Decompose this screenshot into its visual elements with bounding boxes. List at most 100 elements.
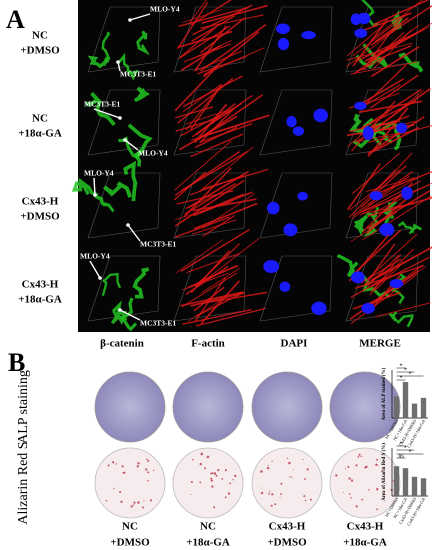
cell-stain xyxy=(398,52,424,73)
arrow-head xyxy=(98,276,102,280)
cell-stain xyxy=(397,221,422,235)
nodule xyxy=(358,453,361,456)
nodule xyxy=(335,474,338,477)
nucleus xyxy=(369,191,383,201)
row-label: +DMSO xyxy=(20,211,60,223)
nodule xyxy=(147,471,150,474)
nodule xyxy=(347,466,350,469)
nodule xyxy=(360,455,362,458)
nodule xyxy=(119,490,122,494)
nodule xyxy=(137,462,140,465)
nucleus xyxy=(276,23,290,35)
nodule xyxy=(120,500,123,503)
fiber xyxy=(180,44,222,72)
nodule xyxy=(199,481,202,484)
nucleus xyxy=(354,28,368,38)
fiber xyxy=(355,28,425,62)
fiber xyxy=(185,86,221,131)
cell-stain xyxy=(103,181,132,198)
fiber xyxy=(352,152,401,195)
fiber xyxy=(192,219,237,235)
group-label: Cx43-H xyxy=(269,521,306,533)
fiber xyxy=(369,254,402,296)
nodule xyxy=(381,470,383,473)
fiber xyxy=(193,25,227,72)
fiber xyxy=(370,74,419,109)
nodule xyxy=(146,458,148,461)
nodule xyxy=(309,498,312,501)
fiber xyxy=(370,4,432,47)
fiber xyxy=(353,25,419,75)
significance: * xyxy=(409,371,412,377)
nodule xyxy=(280,482,283,485)
fiber xyxy=(201,4,268,25)
fiber xyxy=(200,280,241,325)
nodule xyxy=(143,500,145,502)
row-label: NC xyxy=(32,113,48,125)
nodule xyxy=(199,462,203,466)
nodule xyxy=(227,492,231,495)
fiber xyxy=(199,193,245,213)
nodule xyxy=(115,463,118,465)
nodule xyxy=(268,492,270,495)
nodule xyxy=(213,506,216,509)
box-outline xyxy=(173,89,247,156)
annotation-arrow xyxy=(127,224,141,242)
annotation-arrow xyxy=(124,139,139,151)
fiber xyxy=(357,78,404,107)
nucleus xyxy=(311,301,327,316)
nucleus xyxy=(297,191,308,201)
nucleus xyxy=(351,271,365,284)
nodule xyxy=(211,485,214,488)
fiber xyxy=(365,177,415,193)
arrow-head xyxy=(118,308,122,312)
significance: ns xyxy=(398,453,404,459)
fiber xyxy=(176,1,209,50)
nodule xyxy=(145,468,148,471)
bar xyxy=(411,476,418,496)
nodule xyxy=(271,493,274,496)
nodule xyxy=(232,479,234,481)
cell-stain xyxy=(133,86,150,103)
fiber xyxy=(354,264,425,289)
alp-well xyxy=(251,371,323,443)
cell-annotation: MC3T3-E1 xyxy=(140,240,176,249)
nodule xyxy=(376,487,379,491)
fiber xyxy=(367,254,400,287)
fiber xyxy=(174,151,240,196)
fiber xyxy=(349,61,419,75)
fiber xyxy=(363,243,396,287)
fiber xyxy=(194,126,238,149)
nodule xyxy=(105,499,108,502)
nodule xyxy=(192,458,194,461)
fiber xyxy=(372,30,412,70)
ars-well xyxy=(172,447,244,519)
fiber xyxy=(190,84,223,130)
fiber xyxy=(365,19,401,67)
fiber xyxy=(187,264,238,289)
nodule xyxy=(200,452,204,456)
fiber xyxy=(186,252,241,274)
nucleus xyxy=(389,279,404,289)
row-label: Alizarin Red S xyxy=(16,441,31,524)
nodule xyxy=(217,468,220,472)
nodule xyxy=(355,464,358,467)
fiber xyxy=(202,193,255,229)
fiber xyxy=(195,50,242,72)
nodule xyxy=(107,464,110,467)
nucleus xyxy=(283,223,298,237)
fiber xyxy=(200,114,270,138)
nodule xyxy=(286,457,289,460)
nucleus xyxy=(350,13,362,26)
box-outline xyxy=(259,172,333,239)
row-label: Cx43-H xyxy=(22,196,59,208)
alp-well xyxy=(172,371,244,443)
fiber xyxy=(199,122,253,144)
ars-well xyxy=(94,447,166,519)
nodule xyxy=(229,482,232,485)
fiber xyxy=(370,46,420,78)
nodule xyxy=(348,477,351,480)
fiber xyxy=(360,165,407,209)
nodule xyxy=(279,497,281,499)
nodule xyxy=(123,471,126,474)
